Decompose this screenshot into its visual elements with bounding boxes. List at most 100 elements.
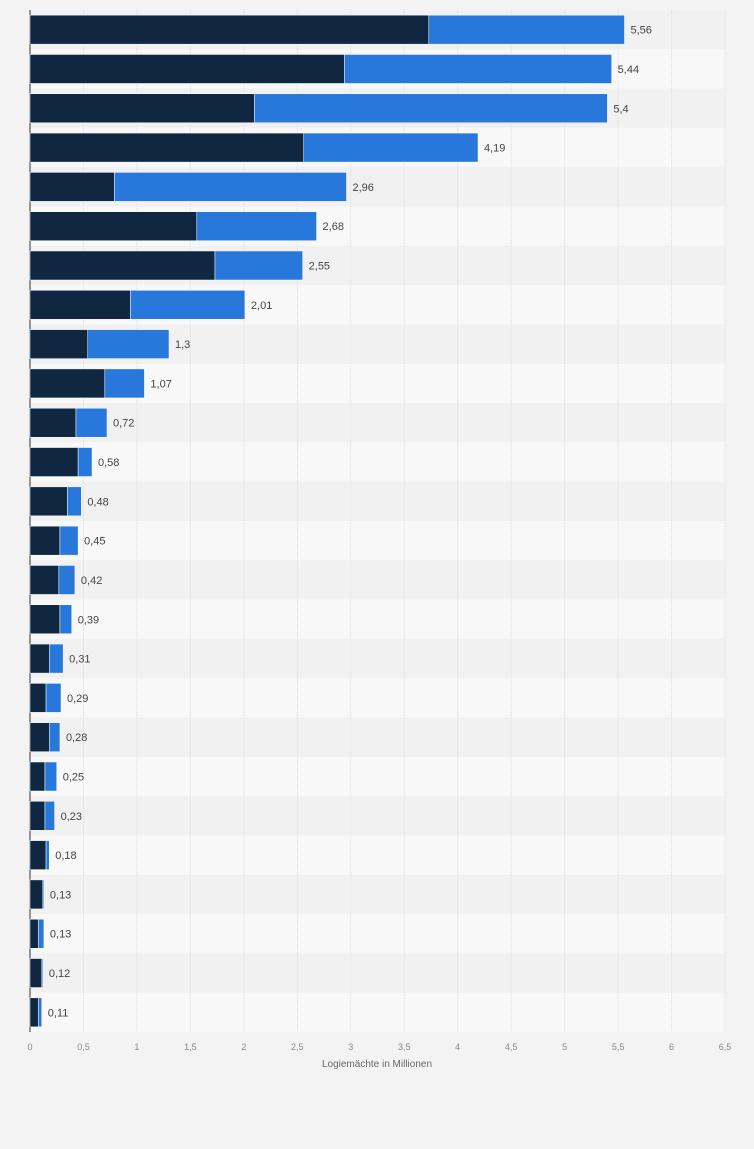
data-label: 0,72 [113,418,134,430]
row-band [30,678,725,718]
bar-segment-series-1 [29,368,106,399]
bar-segment-series-2 [59,604,72,635]
data-label: 5,44 [618,64,639,76]
row-band [30,717,725,757]
bar-segment-series-1 [29,447,79,477]
bar-segment-series-1 [29,565,60,595]
bar-segment-series-1 [29,840,47,870]
data-label: 0,25 [63,772,84,784]
bar-segment-series-1 [29,211,198,241]
x-tick-label: 2 [241,1042,246,1052]
bar-segment-series-1 [29,172,115,202]
row-band [30,403,725,443]
x-tick-label: 4 [455,1042,460,1052]
bar-segment-series-1 [29,761,46,792]
row-band [30,442,725,482]
bar-segment-series-1 [29,958,43,988]
data-label: 2,55 [309,261,330,273]
bar-segment-series-2 [344,54,612,84]
data-label: 0,11 [48,1007,69,1019]
x-tick-label: 5,5 [612,1042,625,1052]
x-tick-label: 1 [134,1042,139,1052]
bar-segment-series-2 [254,93,608,124]
data-label: 5,56 [630,25,651,37]
bar-segment-series-1 [29,486,68,517]
bar-segment-series-2 [196,211,317,241]
bar-segment-series-2 [59,525,79,556]
bar-segment-series-1 [29,290,131,320]
x-tick-label: 0 [27,1042,32,1052]
bar-segment-series-2 [130,290,246,320]
data-label: 4,19 [484,143,505,155]
x-tick-label: 1,5 [184,1042,197,1052]
row-band [30,756,725,797]
bar-segment-series-1 [29,643,50,674]
data-label: 2,68 [323,221,344,233]
data-label: 0,12 [49,968,70,980]
bar-segment-series-2 [114,172,347,202]
bar-segment-series-2 [45,840,50,870]
bar-segment-series-1 [29,683,47,713]
x-tick-label: 6 [669,1042,674,1052]
bar-segment-series-1 [29,407,77,438]
bar-segment-series-1 [29,132,304,163]
data-label: 0,31 [69,654,90,666]
bar-segment-series-2 [44,761,57,792]
data-label: 0,23 [61,811,82,823]
bar-segment-series-2 [45,683,62,713]
row-band [30,992,725,1032]
bar-segment-series-1 [29,525,61,556]
data-label: 0,42 [81,575,102,587]
bar-segment-series-1 [29,54,345,84]
x-tick-label: 0,5 [77,1042,90,1052]
bar-segment-series-1 [29,997,39,1028]
data-label: 0,13 [50,929,71,941]
row-band [30,599,725,639]
bar-segment-series-2 [87,329,170,359]
bar-segment-series-1 [29,604,61,635]
bar-segment-series-2 [38,997,43,1028]
row-band [30,796,725,836]
data-label: 0,29 [67,693,88,705]
bar-segment-series-2 [48,643,64,674]
data-label: 0,13 [50,889,71,901]
data-label: 0,45 [84,536,105,548]
bar-segment-series-2 [104,368,145,399]
data-label: 2,01 [251,300,272,312]
bar-segment-series-2 [41,958,44,988]
bar-segment-series-2 [303,132,479,163]
bar-segment-series-1 [29,801,46,831]
bar-segment-series-2 [428,14,625,45]
data-label: 5,4 [613,103,628,115]
bar-segment-series-2 [58,565,76,595]
data-label: 2,96 [352,182,373,194]
row-band [30,953,725,993]
data-label: 1,3 [175,339,190,351]
data-label: 0,58 [98,457,119,469]
row-band [30,638,725,679]
bar-segment-series-2 [75,407,108,438]
x-tick-label: 3 [348,1042,353,1052]
bar-segment-series-2 [67,486,82,517]
x-tick-label: 2,5 [291,1042,304,1052]
row-band [30,874,725,915]
bar-segment-series-2 [42,879,45,910]
bar-segment-series-1 [29,879,44,910]
row-band [30,521,725,561]
row-band [30,481,725,521]
bar-segment-series-1 [29,918,39,949]
bar-segment-series-2 [48,722,61,752]
bar-segment-series-2 [44,801,55,831]
bar-segment-series-1 [29,14,430,45]
bar-segment-series-1 [29,250,216,281]
row-band [30,363,725,404]
row-band [30,914,725,954]
data-label: 0,39 [78,614,99,626]
x-tick-label: 4,5 [505,1042,518,1052]
data-label: 0,28 [66,732,87,744]
data-label: 0,48 [87,496,108,508]
bar-segment-series-2 [77,447,93,477]
row-band [30,560,725,600]
data-label: 0,18 [55,850,76,862]
